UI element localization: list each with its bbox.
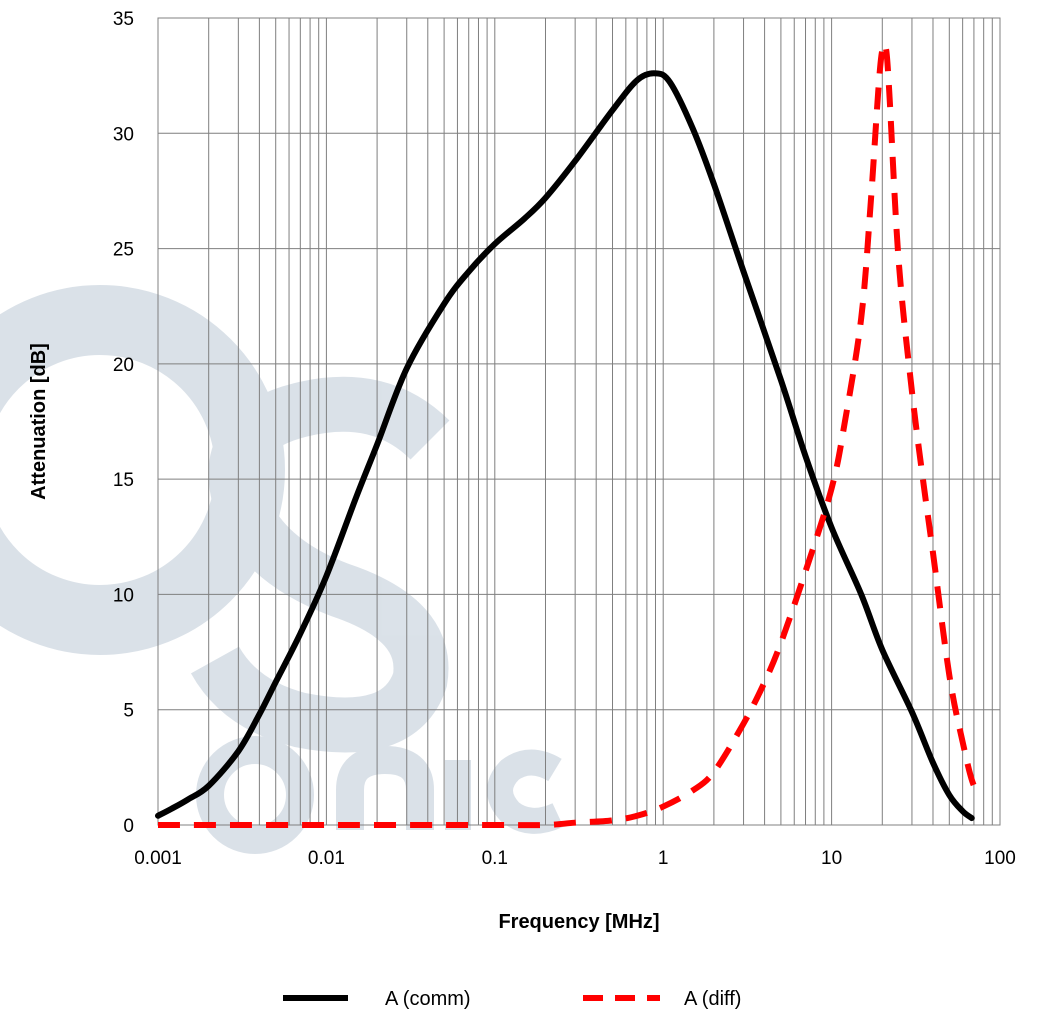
watermark-shape — [487, 749, 564, 834]
y-tick-label: 30 — [113, 124, 134, 145]
watermark-shape — [445, 760, 471, 830]
x-tick-label: 0.01 — [308, 848, 345, 869]
y-tick-label: 20 — [113, 355, 134, 376]
x-tick-label: 10 — [821, 848, 842, 869]
y-tick-label: 25 — [113, 240, 134, 261]
series-line-comm — [155, 70, 975, 822]
watermark-shape — [336, 745, 434, 830]
y-axis-title: Attenuation [dB] — [28, 343, 50, 500]
y-tick-label: 0 — [123, 816, 134, 837]
series-line-diff — [158, 40, 985, 829]
plot-frame — [157, 17, 1001, 826]
x-tick-label: 100 — [984, 848, 1016, 869]
x-tick-label: 0.001 — [134, 848, 182, 869]
x-tick-label: 1 — [658, 848, 669, 869]
legend: A (comm) A (diff) — [283, 988, 741, 1010]
y-tick-label: 35 — [113, 9, 134, 30]
x-tick-label: 0.1 — [482, 848, 508, 869]
y-tick-label: 5 — [123, 701, 134, 722]
y-tick-label: 10 — [113, 585, 134, 606]
legend-label-comm: A (comm) — [385, 988, 471, 1010]
legend-label-diff: A (diff) — [684, 988, 741, 1010]
watermark-logo — [0, 285, 564, 854]
x-axis-title: Frequency [MHz] — [498, 911, 659, 933]
watermark-shape — [0, 285, 285, 655]
y-tick-label: 15 — [113, 470, 134, 491]
